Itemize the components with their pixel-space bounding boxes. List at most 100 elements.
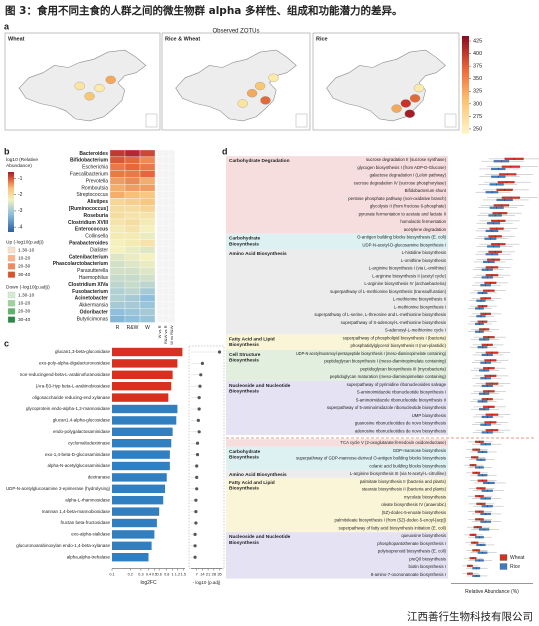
text-line: Amino Acid Biosynthesis [229, 251, 287, 257]
heat-cell [109, 170, 126, 178]
pathway-label: glycolysis II (from fructose 6-phosphate… [370, 204, 447, 209]
significance-cell [156, 218, 164, 227]
axis-tick-label: 0.1 [109, 573, 114, 577]
genus-label: Dialister [90, 247, 108, 253]
heat-cell [124, 301, 141, 309]
map-region [404, 109, 415, 118]
significance-cell [162, 246, 170, 254]
heat-cell [139, 308, 156, 316]
dot [195, 453, 200, 457]
heat-cell [124, 211, 141, 220]
pathway-label: stearate biosynthesis II (bacteria and p… [362, 487, 447, 492]
bar [112, 393, 169, 402]
genus-label: Odoribacter [80, 309, 108, 315]
scale-label: -3 [18, 208, 23, 214]
pathway-label: biotin biosynthesis I [409, 564, 447, 569]
significance-cell [168, 280, 176, 289]
heat-cell [139, 280, 156, 289]
significance-cell [156, 170, 164, 178]
enzyme-label: alpha,alpha-trehalase [67, 554, 111, 559]
significance-cell [168, 287, 176, 296]
significance-cell [162, 149, 170, 158]
heat-cell [139, 225, 156, 233]
genus-label: Haemophilus [79, 275, 109, 281]
genus-label: Escherichia [82, 165, 108, 171]
genus-label: Parasutterella [77, 268, 108, 274]
significance-cell [156, 280, 164, 289]
map-region [254, 81, 266, 91]
heat-cell [109, 191, 126, 199]
heat-cell [124, 184, 141, 192]
axis-tick-label: 28 [212, 572, 217, 577]
dot [197, 396, 201, 400]
dot [194, 498, 198, 502]
heat-cell [109, 308, 126, 316]
heat-cell [124, 149, 141, 158]
bar [112, 553, 149, 562]
legend-title: Down (-log10(p.adj)) [6, 284, 50, 290]
pathway-label: preQ0 biosynthesis [409, 556, 446, 561]
significance-cell [168, 177, 176, 185]
significance-cell [168, 260, 176, 268]
dot [194, 521, 198, 525]
significance-cell [162, 184, 170, 192]
significance-cell [156, 163, 164, 171]
group-background [226, 233, 448, 250]
heat-cell [124, 260, 141, 268]
heat-cell [124, 315, 141, 323]
significance-cell [168, 184, 176, 192]
group-background [226, 477, 448, 533]
significance-cell [162, 301, 170, 309]
dot [217, 350, 222, 354]
significance-cell [168, 225, 176, 233]
heat-cell [109, 198, 126, 206]
legend-label: 10-20 [18, 300, 31, 306]
bar [112, 473, 167, 482]
significance-cell [162, 260, 170, 268]
bar [112, 347, 183, 357]
axis-tick-label: 1.2 [175, 573, 180, 577]
group-label: Carbohydrate Biosynthesis [229, 236, 262, 248]
legend-label: 1.30-10 [18, 247, 35, 253]
bar [112, 507, 160, 516]
pathway-label: sucrose degradation II (sucrose synthase… [366, 157, 447, 162]
legend-label: 20-30 [18, 309, 31, 315]
genus-label: Butyricimonas [77, 316, 109, 322]
axis-tick-label: 0.5 [152, 573, 157, 577]
heat-cell [109, 253, 126, 261]
axis-tick-label: 21 [206, 572, 211, 577]
text-line: Biosynthesis [229, 389, 259, 395]
dot [196, 418, 200, 422]
significance-cell [162, 253, 170, 261]
heat-cell [124, 239, 141, 247]
heat-cell [139, 267, 156, 275]
text-line: Nucleoside and Nucleotide [229, 534, 292, 540]
significance-cell [168, 205, 176, 213]
significance-cell [162, 274, 170, 282]
pathway-label: palmitate biosynthesis II (bacteria and … [360, 479, 447, 484]
pathway-label: 8-amino-7-oxononanoate biosynthesis I [371, 572, 446, 577]
colorbar-label: 325 [473, 89, 482, 95]
panel-label: a [4, 21, 10, 31]
genus-label: [Ruminococcus] [69, 206, 109, 212]
pathway-label: acetylene degradation [404, 227, 447, 232]
heat-cell [124, 274, 141, 282]
significance-cell [156, 315, 164, 323]
heat-cell [124, 170, 141, 178]
pathway-label: guanosine ribonucleotides de novo biosyn… [355, 421, 446, 426]
significance-cell [162, 205, 170, 213]
text-line: Biosynthesis [229, 358, 259, 364]
dot [195, 475, 199, 479]
heat-cell [109, 274, 126, 282]
genus-label: Faecalibacterium [70, 171, 108, 177]
legend-label: 1.30-10 [18, 292, 35, 298]
bar [112, 427, 173, 436]
dot [197, 430, 201, 434]
pathway-label: peptidoglycan biosynthesis III (mycobact… [360, 366, 446, 371]
bar [112, 439, 172, 448]
enzyme-label: fructan beta-fructosidase [60, 520, 110, 525]
significance-cell [156, 246, 164, 254]
heat-cell [109, 149, 126, 158]
significance-cell [156, 191, 164, 199]
map-region [94, 83, 105, 93]
